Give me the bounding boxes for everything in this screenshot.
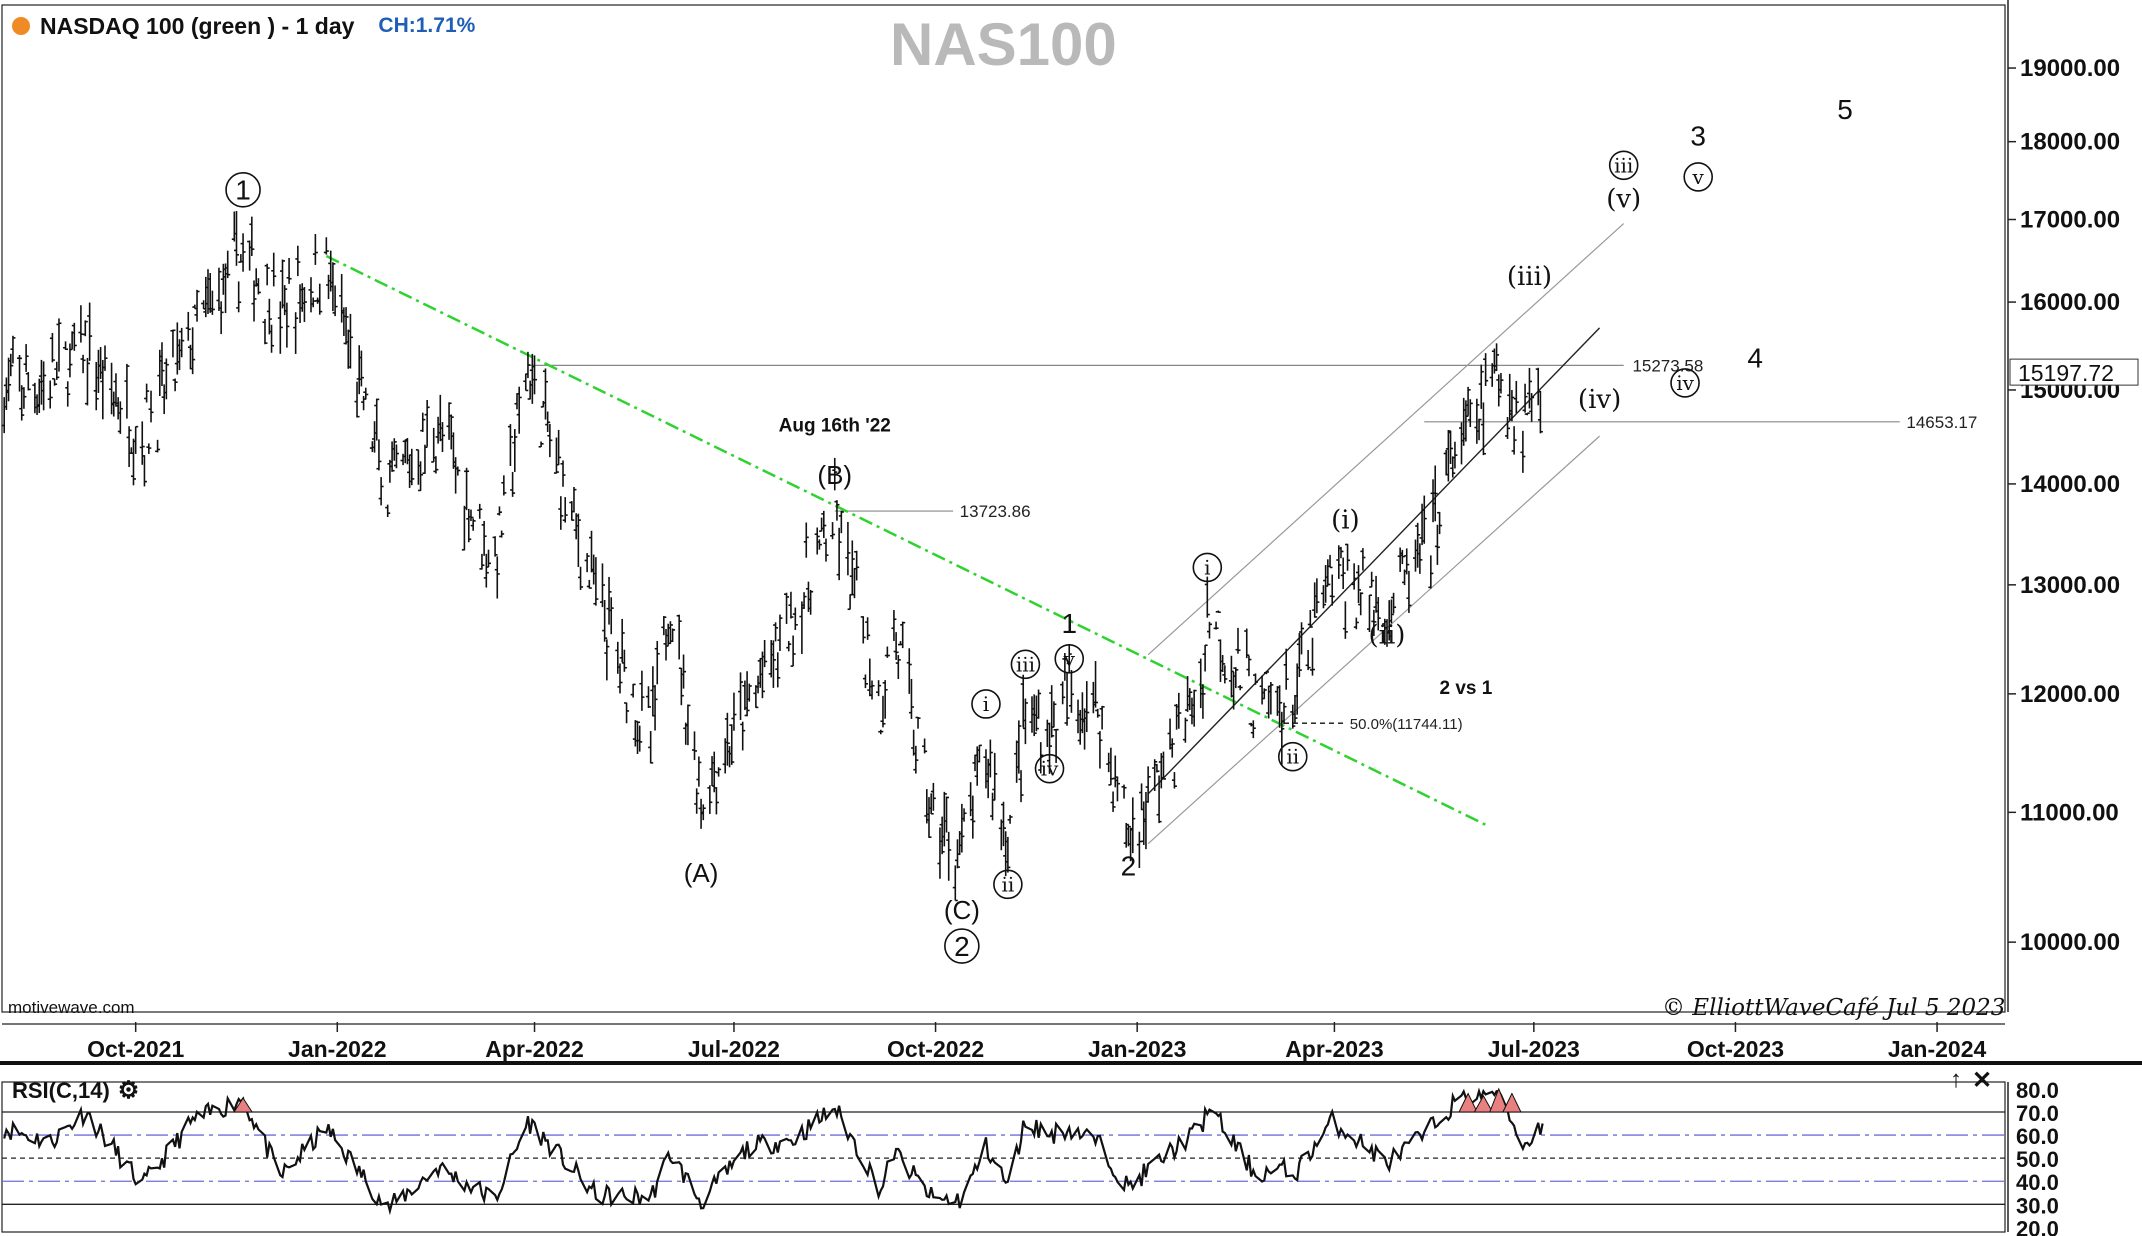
date-tick-label: Jul-2023 [1488, 1036, 1580, 1062]
price-tick-label: 17000.00 [2020, 207, 2120, 234]
price-bars [1, 211, 1543, 902]
rsi-overbought-area [1502, 1092, 1522, 1113]
date-tick-label: Oct-2021 [87, 1036, 184, 1062]
price-tick-label: 18000.00 [2020, 129, 2120, 156]
wave-label: 1 [235, 175, 251, 206]
wave-label-circle [993, 869, 1023, 900]
wave-label: (ii) [1369, 621, 1406, 651]
copyright-label: © ElliottWaveCafé Jul 5 2023 [1662, 995, 2006, 1021]
downtrend-line [325, 254, 1487, 826]
date-tick-label: Jan-2024 [1888, 1036, 1987, 1062]
wave-label: 2 [1121, 851, 1137, 882]
wave-label: 3 [1690, 120, 1706, 151]
wave-label: i [1204, 555, 1210, 579]
date-tick-label: Jan-2023 [1088, 1036, 1186, 1062]
wave-label: ii [1286, 745, 1299, 769]
wave-label-circle [1670, 368, 1700, 398]
wave-label: (C) [944, 895, 980, 925]
wave-label: 4 [1747, 342, 1763, 373]
wave-label-circle [1608, 150, 1639, 181]
chart-title: NASDAQ 100 (green ) - 1 day [40, 12, 355, 39]
wave-label: ii [1001, 872, 1014, 896]
wave-label: (iii) [1507, 262, 1552, 292]
chart-note: Aug 16th '22 [779, 415, 891, 436]
date-tick-label: Oct-2023 [1687, 1036, 1784, 1062]
date-tick-label: Apr-2022 [485, 1036, 583, 1062]
rsi-tick-label: 40.0 [2016, 1170, 2059, 1195]
wave-label-circle [225, 172, 261, 208]
wave-label: (A) [684, 858, 719, 888]
wave-label: (iv) [1578, 385, 1621, 415]
wave-label: (i) [1331, 505, 1360, 535]
rsi-tick-label: 20.0 [2016, 1216, 2059, 1236]
source-label: motivewave.com [8, 998, 135, 1017]
wave-label-circle [1054, 643, 1085, 674]
wave-label-circle [1192, 552, 1223, 583]
wave-label: i [983, 692, 989, 716]
last-price-label: 15197.72 [2018, 360, 2114, 386]
chart-note: 2 vs 1 [1439, 678, 1492, 699]
wave-label: 5 [1837, 94, 1853, 125]
rsi-tick-label: 30.0 [2016, 1193, 2059, 1218]
price-level-label: 50.0%(11744.11) [1350, 716, 1463, 733]
wave-label-circle [1277, 741, 1308, 772]
date-tick-label: Oct-2022 [887, 1036, 984, 1062]
price-tick-label: 14000.00 [2020, 471, 2120, 498]
rsi-tick-label: 60.0 [2016, 1124, 2059, 1149]
wave-label: iv [1676, 371, 1694, 395]
rsi-tick-label: 70.0 [2016, 1101, 2059, 1126]
price-tick-label: 19000.00 [2020, 55, 2120, 82]
wave-label-circle [1010, 649, 1041, 680]
rsi-line [3, 1087, 1544, 1216]
last-price-tag [2009, 358, 2139, 386]
date-tick-label: Jul-2022 [688, 1036, 780, 1062]
rsi-overbought-area [1458, 1092, 1478, 1113]
wave-label: iii [1016, 652, 1035, 676]
change-percent: CH:1.71% [378, 14, 476, 37]
wave-label: iv [1041, 757, 1059, 781]
date-tick-label: Jan-2022 [288, 1036, 386, 1062]
wave-label: v [1692, 165, 1705, 189]
rsi-overbought-area [233, 1097, 253, 1113]
chart-header: NASDAQ 100 (green ) - 1 day CH:1.71% [12, 10, 475, 42]
price-level-label: 15273.58 [1632, 356, 1703, 375]
price-tick-label: 11000.00 [2020, 799, 2119, 826]
wave-label-circle [971, 689, 1001, 719]
price-level-label: 14653.17 [1906, 413, 1977, 432]
move-up-icon[interactable]: ↑ [1950, 1066, 1962, 1093]
rsi-title-text: RSI(C,14) [12, 1077, 110, 1103]
rsi-pane-frame [1, 1081, 2006, 1233]
wave-label-circle [944, 928, 980, 964]
rsi-overbought-area [1473, 1094, 1494, 1113]
channel-line-lower [1147, 435, 1600, 845]
panel-controls: ↑ ✕ [1950, 1066, 1992, 1095]
price-tick-label: 12000.00 [2020, 681, 2120, 708]
wave-label: iii [1614, 153, 1633, 177]
price-tick-label: 13000.00 [2020, 572, 2120, 599]
wave-label: (B) [817, 460, 852, 490]
main-pane-frame [1, 4, 2006, 1013]
rsi-overbought-area [1489, 1087, 1509, 1113]
price-tick-label: 16000.00 [2020, 289, 2120, 316]
rsi-title: RSI(C,14) ⚙ [12, 1076, 139, 1105]
status-dot-icon [12, 17, 30, 35]
date-tick-label: Apr-2023 [1285, 1036, 1383, 1062]
wave-label: v [1063, 647, 1076, 671]
rsi-tick-label: 50.0 [2016, 1147, 2059, 1172]
close-icon[interactable]: ✕ [1972, 1067, 1993, 1094]
wave-label-circle [1683, 162, 1713, 192]
price-tick-label: 10000.00 [2020, 929, 2120, 956]
gear-icon[interactable]: ⚙ [117, 1077, 140, 1104]
wave-label: (v) [1606, 185, 1641, 215]
channel-line-upper [1147, 223, 1625, 656]
wave-label: 1 [1061, 608, 1077, 639]
price-level-label: 13723.86 [960, 502, 1031, 521]
wave-label-circle [1034, 753, 1065, 784]
wave-label: 2 [954, 931, 970, 962]
symbol-watermark: NAS100 [890, 11, 1117, 78]
rsi-tick-label: 80.0 [2016, 1078, 2059, 1103]
